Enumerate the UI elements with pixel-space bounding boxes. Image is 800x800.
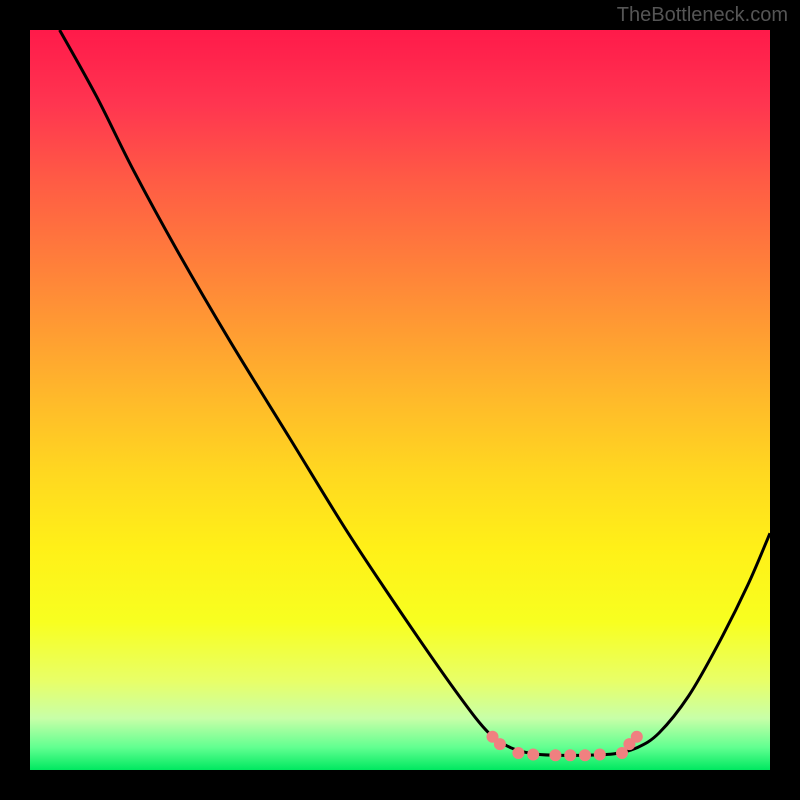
curve-marker (512, 747, 524, 759)
plot-area (30, 30, 770, 770)
curve-marker (549, 749, 561, 761)
watermark-text: TheBottleneck.com (617, 4, 788, 27)
curve-marker (564, 749, 576, 761)
bottleneck-curve (30, 30, 770, 770)
curve-marker (527, 748, 539, 760)
curve-line (60, 30, 770, 755)
curve-marker (579, 749, 591, 761)
curve-marker (494, 738, 506, 750)
curve-marker (594, 748, 606, 760)
curve-marker (631, 731, 643, 743)
